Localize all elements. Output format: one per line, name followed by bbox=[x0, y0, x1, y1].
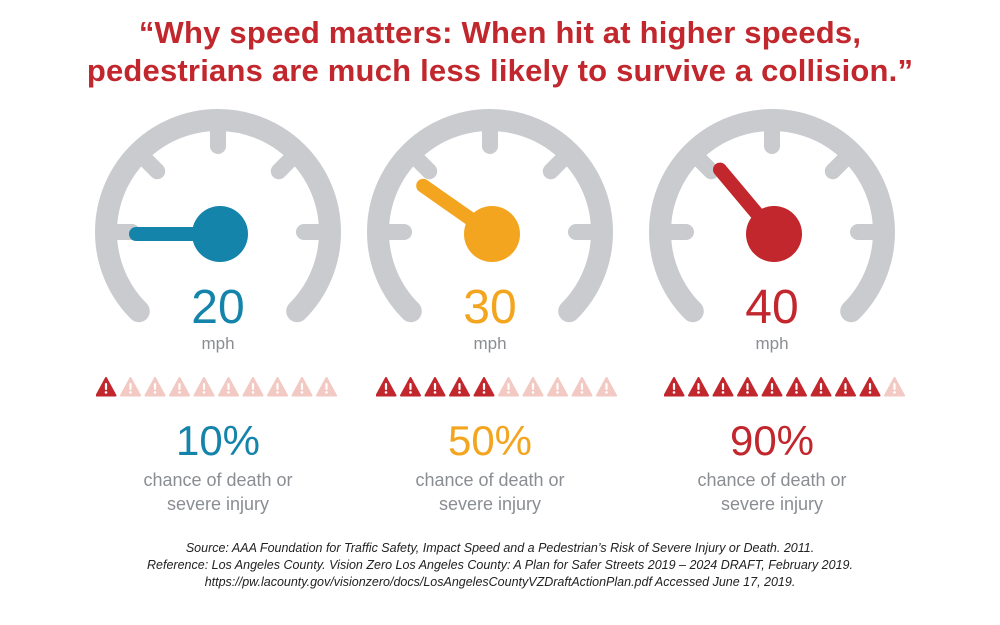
warning-triangle-icon bbox=[596, 377, 617, 397]
warning-triangle-icon bbox=[737, 377, 758, 397]
warning-triangle-icon bbox=[424, 377, 446, 397]
stat-description: chance of death or severe injury bbox=[622, 468, 922, 516]
speedometer-20: 20 mph bbox=[68, 100, 368, 360]
warning-triangle-icon bbox=[859, 377, 881, 397]
source-citation: Source: AAA Foundation for Traffic Safet… bbox=[0, 540, 1000, 591]
warning-triangle-icon bbox=[712, 377, 734, 397]
warning-triangle-icon bbox=[449, 377, 470, 397]
source-line-3: https://pw.lacounty.gov/visionzero/docs/… bbox=[204, 575, 796, 589]
warning-triangle-icon bbox=[193, 377, 215, 397]
headline-line-1: “Why speed matters: When hit at higher s… bbox=[138, 15, 862, 50]
warning-triangle-icon bbox=[120, 377, 141, 397]
warning-triangle-icon bbox=[835, 377, 856, 397]
gauge-tick bbox=[136, 150, 166, 180]
stat-description-line-1: chance of death or bbox=[143, 470, 293, 490]
speed-value: 30 bbox=[463, 281, 517, 334]
headline-line-2: pedestrians are much less likely to surv… bbox=[86, 53, 914, 88]
speedometer-icon bbox=[649, 109, 895, 323]
warning-triangle-icon bbox=[400, 377, 421, 397]
stat-description-line-2: severe injury bbox=[166, 494, 270, 514]
warning-triangle-icon bbox=[316, 377, 337, 397]
warning-triangle-icon bbox=[96, 377, 117, 397]
stat-description: chance of death or severe injury bbox=[68, 468, 368, 516]
percent-value: 10% bbox=[175, 417, 261, 464]
speed-value: 40 bbox=[745, 281, 799, 334]
warning-row-20 bbox=[96, 376, 346, 398]
speed-unit: mph bbox=[755, 334, 789, 353]
warning-triangle-icon bbox=[522, 377, 544, 397]
gauge-tick bbox=[690, 150, 720, 180]
warning-triangle-icon bbox=[688, 377, 709, 397]
stat-description: chance of death or severe injury bbox=[340, 468, 640, 516]
warning-triangle-icon bbox=[786, 377, 807, 397]
stat-description-line-1: chance of death or bbox=[415, 470, 565, 490]
speed-value: 20 bbox=[191, 281, 245, 334]
percent-value: 90% bbox=[729, 417, 815, 464]
warning-triangle-icon bbox=[571, 377, 593, 397]
warning-triangle-icon bbox=[218, 377, 239, 397]
warning-triangle-icon bbox=[761, 377, 783, 397]
gauge-tick bbox=[408, 150, 438, 180]
stat-20: 10% chance of death or severe injury bbox=[68, 418, 368, 516]
warning-triangle-icon bbox=[547, 377, 568, 397]
warning-row-40 bbox=[664, 376, 914, 398]
warning-triangle-icon bbox=[884, 377, 905, 397]
warning-triangle-icon bbox=[144, 377, 166, 397]
speed-unit: mph bbox=[201, 334, 235, 353]
speed-unit: mph bbox=[473, 334, 507, 353]
speedometer-icon bbox=[95, 109, 341, 323]
warning-triangle-icon bbox=[291, 377, 313, 397]
warning-triangle-icon bbox=[664, 377, 685, 397]
headline: “Why speed matters: When hit at higher s… bbox=[0, 14, 1000, 90]
stat-description-line-1: chance of death or bbox=[697, 470, 847, 490]
gauge-hub bbox=[746, 206, 802, 262]
gauge-tick bbox=[542, 150, 572, 180]
speedometer-40: 40 mph bbox=[622, 100, 922, 360]
warning-triangle-icon bbox=[376, 377, 397, 397]
warning-triangle-icon bbox=[242, 377, 264, 397]
stat-description-line-2: severe injury bbox=[438, 494, 542, 514]
percent-value: 50% bbox=[447, 417, 533, 464]
gauge-tick bbox=[270, 150, 300, 180]
warning-triangle-icon bbox=[473, 377, 495, 397]
warning-row-30 bbox=[376, 376, 626, 398]
warning-triangle-icon bbox=[267, 377, 288, 397]
source-line-1: Source: AAA Foundation for Traffic Safet… bbox=[185, 541, 815, 555]
warning-triangle-icon bbox=[810, 377, 832, 397]
speedometer-icon bbox=[367, 109, 613, 323]
gauge-hub bbox=[464, 206, 520, 262]
speedometer-30: 30 mph bbox=[340, 100, 640, 360]
gauge-hub bbox=[192, 206, 248, 262]
stat-40: 90% chance of death or severe injury bbox=[622, 418, 922, 516]
stat-30: 50% chance of death or severe injury bbox=[340, 418, 640, 516]
stat-description-line-2: severe injury bbox=[720, 494, 824, 514]
gauge-tick bbox=[824, 150, 854, 180]
source-line-2: Reference: Los Angeles County. Vision Ze… bbox=[147, 558, 853, 572]
warning-triangle-icon bbox=[169, 377, 190, 397]
warning-triangle-icon bbox=[498, 377, 519, 397]
